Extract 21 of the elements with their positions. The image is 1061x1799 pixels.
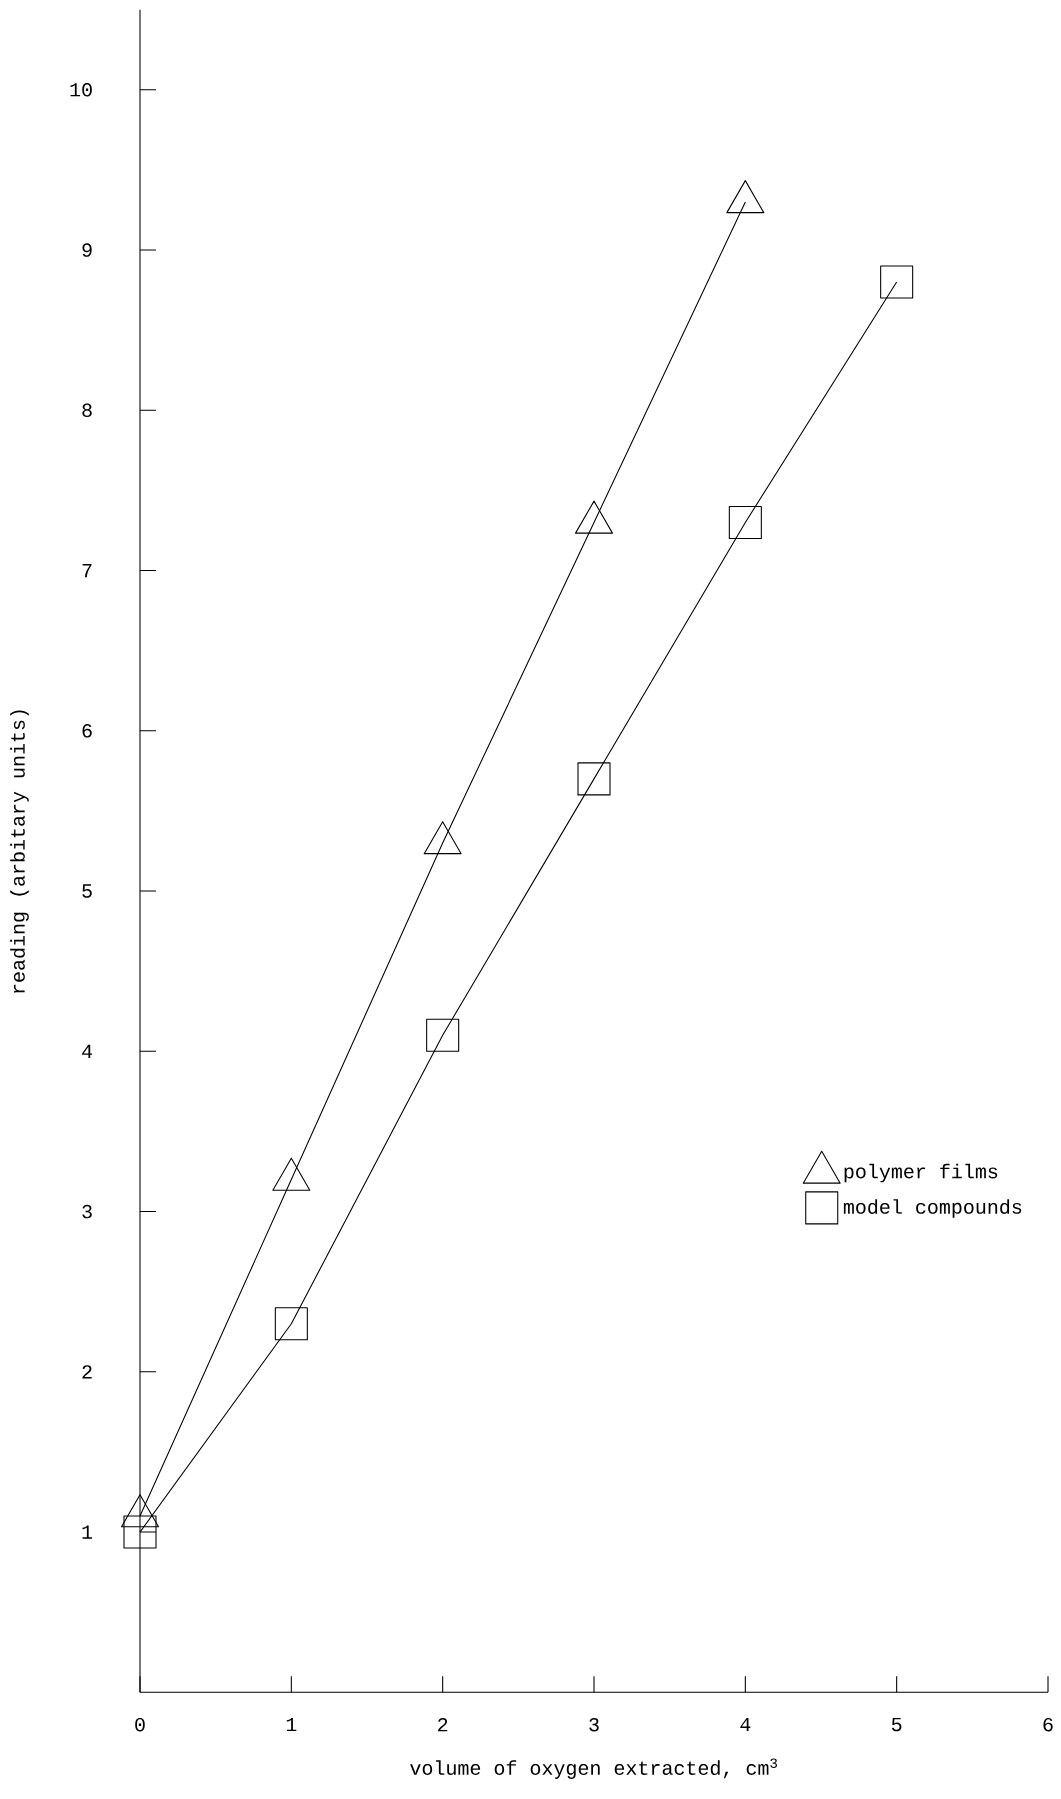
- y-tick-label: 8: [82, 403, 92, 418]
- x-tick-label: 5: [891, 1717, 902, 1732]
- y-tick-label: 2: [82, 1365, 92, 1379]
- x-tick-label: 0: [135, 1717, 145, 1732]
- y-tick-label: 6: [82, 724, 92, 738]
- y-axis-title: reading (arbitary units): [10, 710, 29, 993]
- y-tick-label: 4: [82, 1044, 93, 1058]
- y-tick-label: 5: [82, 884, 92, 898]
- y-tick-label: 10: [70, 82, 92, 97]
- x-tick-label: 6: [1043, 1717, 1053, 1732]
- x-tick-label: 1: [286, 1717, 297, 1732]
- y-tick-label: 3: [82, 1204, 92, 1219]
- x-tick-label: 3: [589, 1717, 599, 1732]
- y-tick-label: 1: [82, 1525, 93, 1539]
- legend-label: polymer films: [844, 1163, 998, 1183]
- legend-label: model compounds: [843, 1199, 1022, 1218]
- y-tick-label: 9: [82, 243, 92, 257]
- x-tick-label: 4: [740, 1717, 751, 1732]
- x-axis-title: volume of oxygen extracted, cm$^{3}$: [410, 1758, 777, 1779]
- x-tick-label: 2: [438, 1717, 448, 1732]
- y-tick-label: 7: [82, 563, 92, 578]
